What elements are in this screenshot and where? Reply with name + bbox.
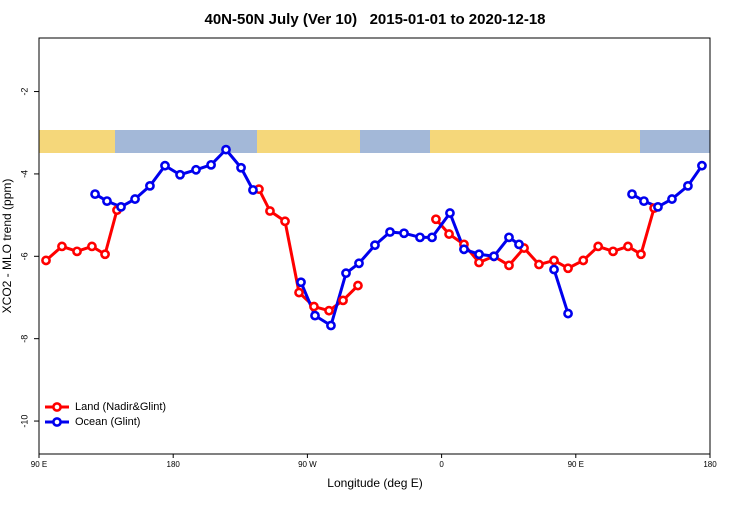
data-point <box>341 268 351 279</box>
data-point <box>563 263 573 274</box>
data-point <box>265 206 275 216</box>
data-point <box>639 196 649 207</box>
data-point <box>667 194 677 204</box>
data-point <box>354 258 364 269</box>
x-tick-label: 0 <box>439 460 444 469</box>
data-point <box>474 249 484 260</box>
data-point <box>294 287 304 298</box>
chart-title: 40N-50N July (Ver 10) 2015-01-01 to 2020… <box>204 11 545 28</box>
data-point <box>627 189 637 200</box>
x-tick-label: 90 E <box>31 460 47 469</box>
plot-frame <box>38 37 711 455</box>
y-tick-label: -2 <box>19 88 29 96</box>
data-point <box>608 246 618 257</box>
data-point <box>504 232 514 243</box>
x-tick-label: 180 <box>703 460 717 469</box>
data-point <box>427 232 437 243</box>
data-point <box>623 241 633 252</box>
data-point <box>636 249 646 260</box>
data-point <box>653 201 663 212</box>
x-axis-label: Longitude (deg E) <box>327 476 422 490</box>
data-point <box>160 160 170 171</box>
data-point <box>444 229 454 239</box>
data-point <box>593 241 604 252</box>
data-point <box>248 185 258 195</box>
data-point <box>353 280 363 291</box>
data-point <box>87 241 97 252</box>
data-point <box>338 295 348 306</box>
legend-label: Land (Nadir&Glint) <box>75 401 166 413</box>
x-tick-label: 90 W <box>298 460 317 469</box>
y-axis-label: XCO2 - MLO trend (ppm) <box>0 179 14 314</box>
data-point <box>145 180 155 191</box>
data-point <box>206 159 216 170</box>
data-point <box>431 214 441 225</box>
legend-marker <box>52 417 62 427</box>
data-point <box>324 305 334 316</box>
data-point <box>474 257 484 268</box>
series-line <box>94 148 704 327</box>
y-tick-label: -4 <box>19 170 29 178</box>
data-point <box>57 241 67 252</box>
data-point <box>563 308 573 319</box>
data-point <box>399 228 409 239</box>
data-point <box>578 255 589 266</box>
data-point <box>280 216 290 227</box>
data-point <box>72 246 82 257</box>
data-point <box>100 249 110 260</box>
data-point <box>697 160 707 171</box>
y-tick-label: -6 <box>19 252 29 260</box>
data-point <box>326 320 336 331</box>
data-point <box>130 194 140 204</box>
data-point <box>236 162 246 173</box>
y-tick-label: -8 <box>19 335 29 343</box>
data-point <box>310 310 320 321</box>
data-point <box>385 227 395 237</box>
data-point <box>514 239 524 250</box>
legend-label: Ocean (Glint) <box>75 416 140 428</box>
data-point <box>459 244 469 255</box>
legend-marker <box>52 402 62 412</box>
y-tick-label: -10 <box>19 415 29 428</box>
data-point <box>489 251 499 262</box>
map-strip <box>39 130 710 153</box>
data-point <box>549 264 559 275</box>
data-point <box>309 301 319 312</box>
data-point <box>445 208 455 218</box>
data-point <box>415 232 425 243</box>
data-point <box>296 277 306 288</box>
data-point <box>534 259 544 270</box>
data-point <box>102 196 112 207</box>
x-tick-label: 180 <box>167 460 181 469</box>
data-point <box>175 169 185 180</box>
x-tick-label: 90 E <box>568 460 584 469</box>
data-point <box>549 255 559 266</box>
data-point <box>370 240 380 251</box>
data-point <box>116 201 126 212</box>
data-point <box>221 144 231 155</box>
data-point <box>90 189 100 200</box>
data-point <box>504 260 514 271</box>
data-point <box>191 164 201 175</box>
data-point <box>683 180 693 191</box>
data-point <box>41 255 51 266</box>
